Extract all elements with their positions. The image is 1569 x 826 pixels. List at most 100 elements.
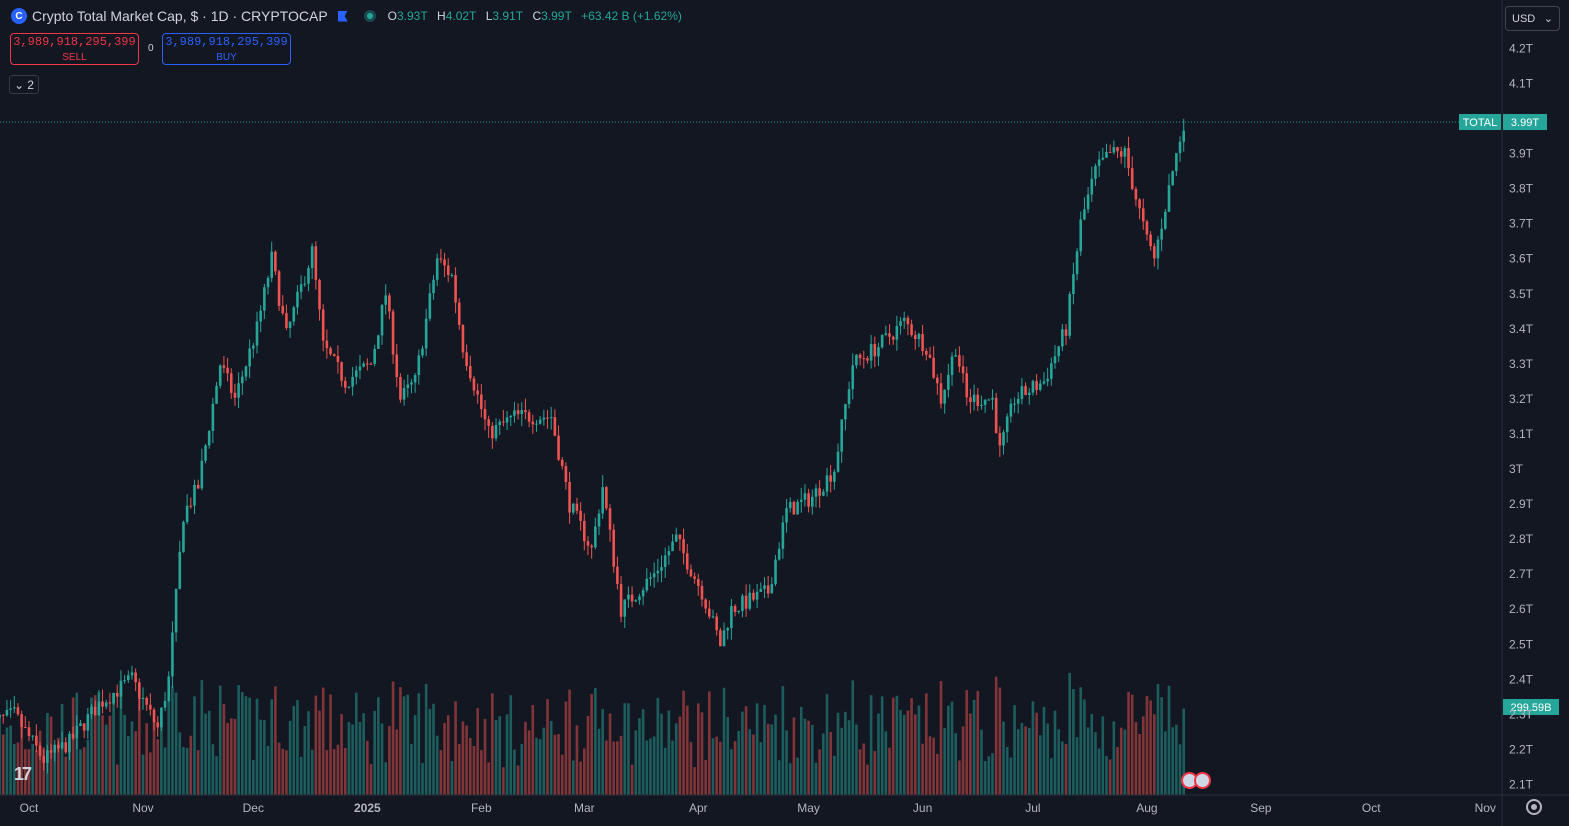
- candle-body: [840, 419, 844, 452]
- price-tick-label: 3.1T: [1509, 427, 1534, 441]
- volume-bar: [616, 741, 619, 795]
- candle-body: [1057, 346, 1060, 357]
- candle-body: [902, 317, 906, 322]
- volume-bar: [1068, 672, 1072, 795]
- candle-body: [141, 698, 145, 700]
- candle-body: [1016, 398, 1020, 404]
- candle-body: [1035, 381, 1038, 390]
- time-tick-label: Oct: [20, 801, 39, 815]
- candle-body: [936, 377, 939, 384]
- candle-body: [520, 410, 524, 415]
- symbol-header: C Crypto Total Market Cap, $ · 1D · CRYP…: [11, 8, 688, 24]
- candle-body: [553, 417, 557, 436]
- volume-bar: [722, 687, 726, 795]
- candle-body: [685, 553, 689, 570]
- candle-body: [307, 268, 310, 284]
- candle-body: [678, 534, 682, 540]
- flag-icon[interactable]: [337, 10, 348, 22]
- volume-bar: [810, 724, 814, 795]
- volume-bar: [240, 691, 244, 795]
- candle-body: [803, 493, 807, 500]
- candle-body: [998, 432, 1002, 446]
- price-tick-label: 2.4T: [1509, 672, 1534, 686]
- candle-body: [774, 559, 777, 585]
- price-tick-label: 3.9T: [1509, 147, 1534, 161]
- candle-body: [369, 363, 373, 365]
- candle-body: [263, 287, 266, 311]
- candle-body: [1072, 274, 1075, 295]
- volume-bar: [1119, 727, 1123, 795]
- candle-body: [1090, 178, 1094, 195]
- volume-bar: [112, 693, 115, 795]
- candle-body: [472, 378, 476, 391]
- volume-bar: [189, 735, 193, 795]
- candle-body: [450, 274, 454, 276]
- currency-select[interactable]: USD ⌄: [1505, 6, 1560, 31]
- candle-body: [858, 354, 862, 359]
- settings-icon[interactable]: [1526, 799, 1542, 815]
- candle-body: [822, 491, 825, 496]
- volume-bar: [1105, 756, 1108, 795]
- candle-body: [252, 345, 255, 349]
- candle-body: [711, 616, 715, 618]
- volume-bar: [318, 710, 321, 795]
- buy-button[interactable]: 3,989,918,295,399 BUY: [162, 33, 291, 65]
- volume-bar: [299, 756, 303, 795]
- volume-bar: [693, 767, 696, 795]
- candle-body: [594, 526, 597, 548]
- candle-body: [557, 435, 560, 460]
- economic-events-icon[interactable]: [1181, 772, 1213, 790]
- candle-body: [476, 390, 479, 395]
- volume-bar: [1127, 691, 1130, 795]
- volume-bar: [855, 724, 858, 795]
- volume-bar: [748, 729, 752, 795]
- candle-body: [737, 610, 741, 612]
- volume-bar: [366, 740, 369, 795]
- candle-body: [134, 672, 137, 683]
- tradingview-logo[interactable]: 17: [14, 764, 32, 784]
- volume-bar: [369, 763, 373, 795]
- candle-body: [138, 682, 141, 699]
- candle-body: [1149, 234, 1152, 247]
- volume-bar: [90, 697, 93, 795]
- volume-bar: [457, 743, 461, 795]
- volume-bar: [906, 710, 910, 795]
- candle-body: [910, 324, 913, 336]
- volume-bar: [119, 686, 123, 795]
- volume-bar: [943, 728, 946, 795]
- volume-bar: [53, 745, 57, 795]
- volume-bar: [1097, 748, 1101, 795]
- volume-bar: [807, 720, 810, 795]
- candle-body: [468, 366, 472, 379]
- candle-body: [818, 488, 821, 496]
- volume-bar: [873, 750, 877, 795]
- volume-bar: [443, 722, 446, 795]
- volume-bar: [413, 715, 417, 795]
- volume-bar: [1013, 705, 1016, 795]
- volume-bar: [1005, 747, 1009, 795]
- volume-bar: [193, 696, 196, 795]
- candle-body: [568, 481, 571, 513]
- volume-bar: [579, 761, 582, 795]
- volume-bar: [307, 711, 310, 795]
- volume-bar: [961, 726, 965, 795]
- volume-bar: [1038, 735, 1042, 795]
- volume-bar: [1072, 689, 1075, 795]
- candle-body: [115, 692, 119, 697]
- candle-body: [160, 707, 163, 728]
- candle-body: [156, 722, 160, 728]
- volume-bar: [737, 730, 741, 795]
- volume-bar: [913, 714, 917, 795]
- volume-bar: [211, 744, 215, 795]
- candle-body: [487, 419, 490, 426]
- volume-bar: [336, 744, 340, 795]
- symbol-title[interactable]: Crypto Total Market Cap, $ · 1D · CRYPTO…: [32, 8, 328, 24]
- candle-body: [196, 484, 200, 489]
- candle-body: [744, 595, 748, 609]
- volume-bar: [1027, 727, 1031, 795]
- indicators-collapse-button[interactable]: ⌄ 2: [9, 75, 39, 94]
- candle-body: [770, 584, 774, 594]
- sell-button[interactable]: 3,989,918,295,399 SELL: [10, 33, 139, 65]
- candle-body: [218, 365, 222, 386]
